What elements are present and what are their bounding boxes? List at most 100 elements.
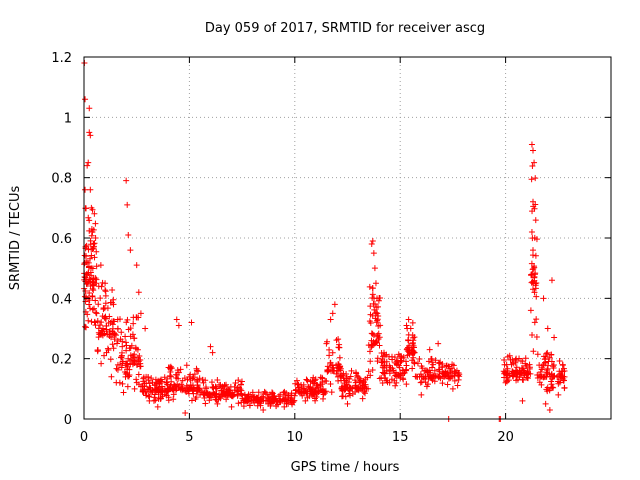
data-point [556, 357, 563, 364]
data-point [542, 359, 549, 366]
data-point [294, 381, 301, 388]
data-point [216, 381, 223, 388]
data-point [86, 217, 93, 224]
y-tick-label: 0.8 [51, 172, 72, 187]
data-point [320, 391, 327, 398]
data-point [195, 368, 202, 375]
data-point [513, 377, 520, 384]
data-point [265, 394, 272, 401]
data-point [376, 375, 383, 382]
data-point [529, 235, 536, 242]
data-point [88, 272, 95, 279]
data-point [534, 375, 541, 382]
data-point [104, 331, 111, 338]
data-point [84, 162, 91, 169]
data-point [352, 382, 359, 389]
data-point [418, 379, 425, 386]
data-point [120, 389, 127, 396]
data-point [87, 132, 94, 139]
data-point [309, 377, 316, 384]
data-point [165, 397, 172, 404]
data-point [113, 365, 120, 372]
data-point [409, 357, 416, 364]
data-point [369, 291, 376, 298]
data-point [322, 388, 329, 395]
data-point [227, 389, 234, 396]
data-point [290, 397, 297, 404]
data-point [103, 328, 110, 335]
data-point [509, 373, 516, 380]
data-point [435, 340, 442, 347]
data-point [430, 361, 437, 368]
data-point [139, 383, 146, 390]
data-point [84, 259, 91, 266]
data-point [414, 360, 421, 367]
data-point [454, 382, 461, 389]
data-point [123, 319, 130, 326]
data-point [380, 353, 387, 360]
data-point [559, 362, 566, 369]
data-point [403, 362, 410, 369]
data-point [536, 379, 543, 386]
data-point [137, 356, 144, 363]
data-point [400, 354, 407, 361]
data-point [534, 351, 541, 358]
data-point [107, 356, 114, 363]
data-point [159, 388, 166, 395]
data-point [418, 373, 425, 380]
data-point [546, 406, 553, 413]
data-point [124, 363, 131, 370]
data-point [312, 376, 319, 383]
data-point [449, 385, 456, 392]
data-point [135, 371, 142, 378]
data-point [89, 280, 96, 287]
data-point [327, 316, 334, 323]
data-point [279, 395, 286, 402]
data-point [170, 396, 177, 403]
data-point [83, 271, 90, 278]
data-point [228, 393, 235, 400]
data-point [88, 232, 95, 239]
data-point [87, 276, 94, 283]
data-point [91, 305, 98, 312]
data-point [534, 371, 541, 378]
data-point [517, 370, 524, 377]
data-point [365, 342, 372, 349]
data-point [127, 247, 134, 254]
data-point [102, 288, 109, 295]
data-point [533, 316, 540, 323]
data-point [432, 373, 439, 380]
data-point [344, 400, 351, 407]
data-point [147, 385, 154, 392]
data-point [88, 204, 95, 211]
data-point [281, 403, 288, 410]
data-point [528, 228, 535, 235]
data-point [313, 394, 320, 401]
data-point [542, 400, 549, 407]
data-point [437, 359, 444, 366]
data-point [532, 280, 539, 287]
data-point [331, 301, 338, 308]
data-point [283, 390, 290, 397]
data-point [540, 373, 547, 380]
data-point [260, 391, 267, 398]
data-point [439, 380, 446, 387]
data-point [202, 377, 209, 384]
data-point [86, 289, 93, 296]
data-point [228, 403, 235, 410]
data-point [149, 379, 156, 386]
data-point [173, 371, 180, 378]
data-point [218, 387, 225, 394]
data-point [300, 381, 307, 388]
y-tick-label: 1.2 [51, 51, 72, 66]
data-point [223, 381, 230, 388]
data-point [131, 354, 138, 361]
data-point [405, 316, 412, 323]
data-point [93, 263, 100, 270]
data-point [513, 364, 520, 371]
data-point [548, 277, 555, 284]
data-point [402, 358, 409, 365]
data-point [409, 319, 416, 326]
data-point [201, 394, 208, 401]
